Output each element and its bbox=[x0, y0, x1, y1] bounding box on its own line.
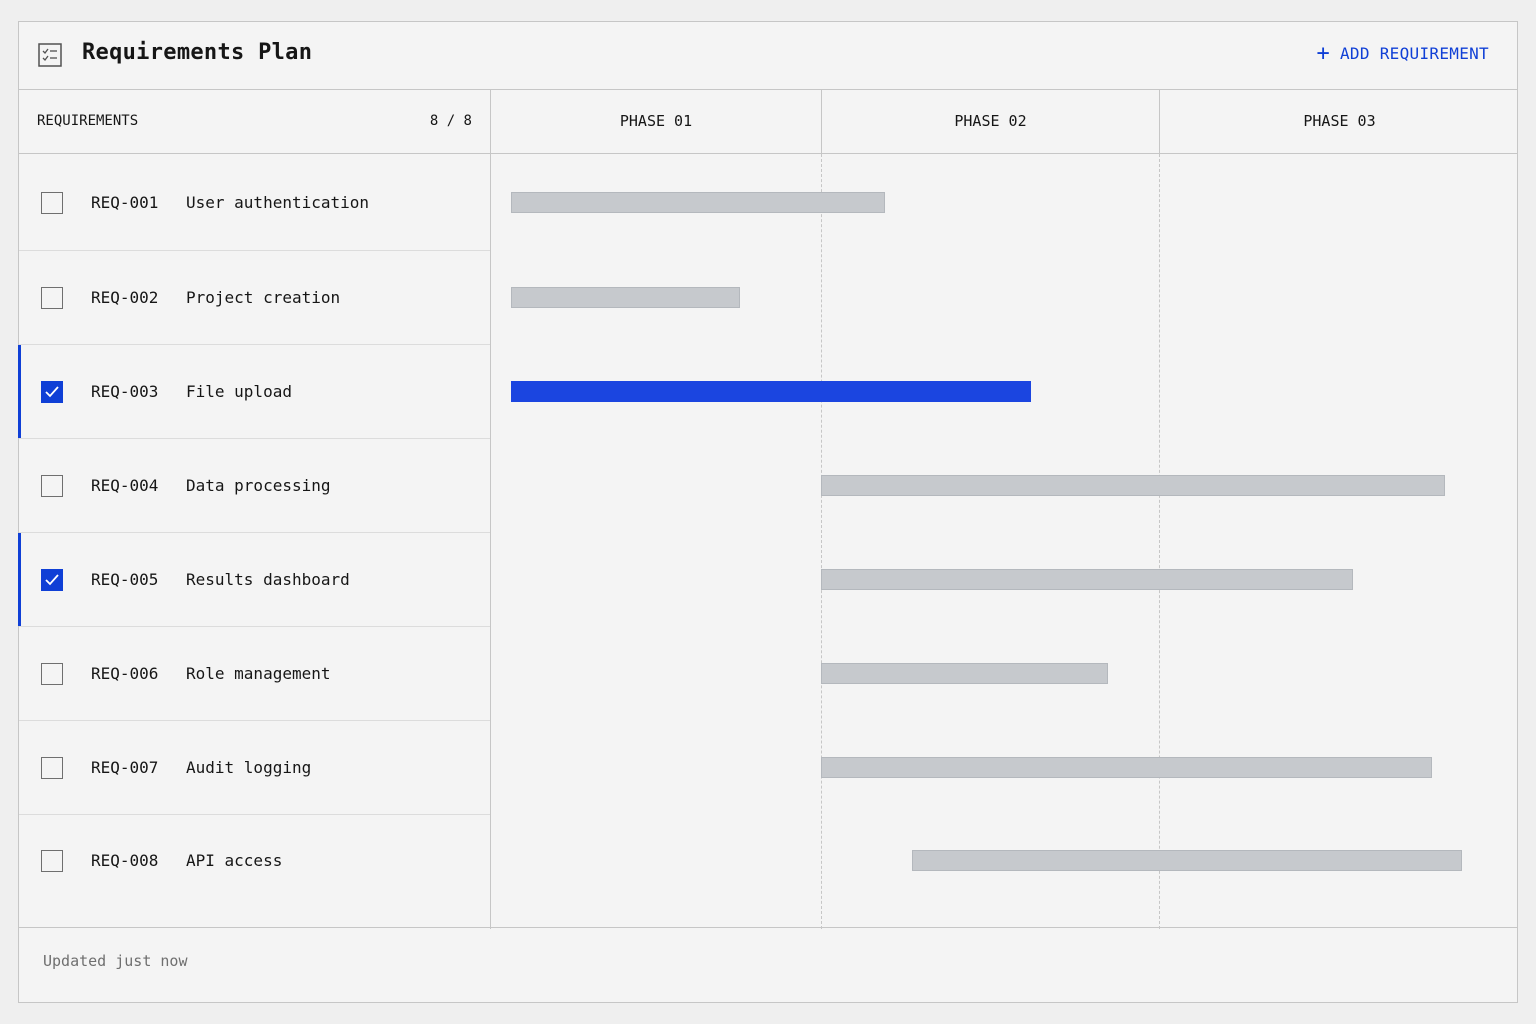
requirement-name: Audit logging bbox=[186, 758, 312, 777]
plan-body: REQ-001 User authentication REQ-002 Project… bbox=[18, 154, 1517, 929]
requirement-timeline-bar[interactable] bbox=[912, 850, 1463, 871]
requirement-timeline-bar[interactable] bbox=[511, 287, 741, 308]
header: Requirements Plan + ADD REQUIREMENT bbox=[19, 22, 1517, 90]
requirement-row[interactable]: REQ-002 Project creation bbox=[19, 250, 490, 345]
requirement-id: REQ-003 bbox=[91, 382, 159, 401]
requirement-id: REQ-006 bbox=[91, 664, 159, 683]
requirement-name: File upload bbox=[186, 382, 292, 401]
requirement-timeline-bar[interactable] bbox=[821, 663, 1109, 684]
requirements-count: 8 / 8 bbox=[429, 113, 472, 129]
requirement-checkbox[interactable] bbox=[41, 287, 63, 309]
requirement-row[interactable]: REQ-005 Results dashboard bbox=[18, 533, 490, 627]
requirement-id: REQ-001 bbox=[91, 193, 159, 212]
add-requirement-button[interactable]: + ADD REQUIREMENT bbox=[1316, 40, 1489, 66]
requirement-id: REQ-004 bbox=[91, 476, 159, 495]
requirement-timeline-bar[interactable] bbox=[511, 381, 1031, 402]
phase-header-01: PHASE 01 bbox=[491, 89, 822, 153]
requirement-timeline-bar[interactable] bbox=[821, 757, 1432, 778]
requirement-id: REQ-005 bbox=[91, 570, 159, 589]
requirement-checkbox[interactable] bbox=[41, 192, 63, 214]
add-requirement-label: ADD REQUIREMENT bbox=[1340, 44, 1489, 63]
requirement-name: Project creation bbox=[186, 288, 341, 307]
requirement-name: Data processing bbox=[186, 476, 331, 495]
requirement-name: Role management bbox=[186, 664, 331, 683]
requirement-name: User authentication bbox=[186, 193, 370, 212]
requirement-checkbox[interactable] bbox=[41, 475, 63, 497]
requirements-list: REQ-001 User authentication REQ-002 Project… bbox=[18, 154, 491, 929]
requirement-row[interactable]: REQ-001 User authentication bbox=[19, 154, 490, 251]
plus-icon: + bbox=[1316, 40, 1330, 66]
checkmark-icon bbox=[45, 574, 59, 586]
requirement-checkbox[interactable] bbox=[41, 381, 63, 403]
checklist-icon bbox=[38, 43, 62, 67]
page-title: Requirements Plan bbox=[82, 40, 313, 65]
footer: Updated just now bbox=[19, 927, 1517, 1002]
requirement-id: REQ-002 bbox=[91, 288, 159, 307]
requirement-id: REQ-007 bbox=[91, 758, 159, 777]
phase-header-03: PHASE 03 bbox=[1303, 112, 1376, 130]
requirement-checkbox[interactable] bbox=[41, 757, 63, 779]
timeline bbox=[491, 154, 1517, 929]
requirement-checkbox[interactable] bbox=[41, 569, 63, 591]
requirements-column-header: REQUIREMENTS 8 / 8 bbox=[19, 89, 491, 153]
requirements-plan-panel: Requirements Plan + ADD REQUIREMENT REQU… bbox=[18, 21, 1518, 1003]
updated-status: Updated just now bbox=[43, 952, 188, 970]
requirement-row[interactable]: REQ-007 Audit logging bbox=[19, 721, 490, 815]
requirement-row[interactable]: REQ-006 Role management bbox=[19, 627, 490, 721]
requirement-name: Results dashboard bbox=[186, 570, 350, 589]
requirement-row[interactable]: REQ-008 API access bbox=[19, 815, 490, 929]
requirement-id: REQ-008 bbox=[91, 851, 159, 870]
requirement-timeline-bar[interactable] bbox=[821, 475, 1446, 496]
requirement-timeline-bar[interactable] bbox=[821, 569, 1354, 590]
requirement-row[interactable]: REQ-003 File upload bbox=[18, 345, 490, 439]
column-header-row: REQUIREMENTS 8 / 8 PHASE 01 PHASE 02 PHA… bbox=[19, 89, 1517, 154]
phase-divider bbox=[821, 154, 822, 929]
requirement-timeline-bar[interactable] bbox=[511, 192, 886, 213]
requirement-row[interactable]: REQ-004 Data processing bbox=[19, 439, 490, 533]
requirement-name: API access bbox=[186, 851, 283, 870]
phase-header-02: PHASE 02 bbox=[822, 89, 1160, 153]
checkmark-icon bbox=[45, 386, 59, 398]
phase-divider bbox=[1159, 154, 1160, 929]
requirement-checkbox[interactable] bbox=[41, 850, 63, 872]
requirements-header-label: REQUIREMENTS bbox=[37, 113, 139, 129]
requirement-checkbox[interactable] bbox=[41, 663, 63, 685]
